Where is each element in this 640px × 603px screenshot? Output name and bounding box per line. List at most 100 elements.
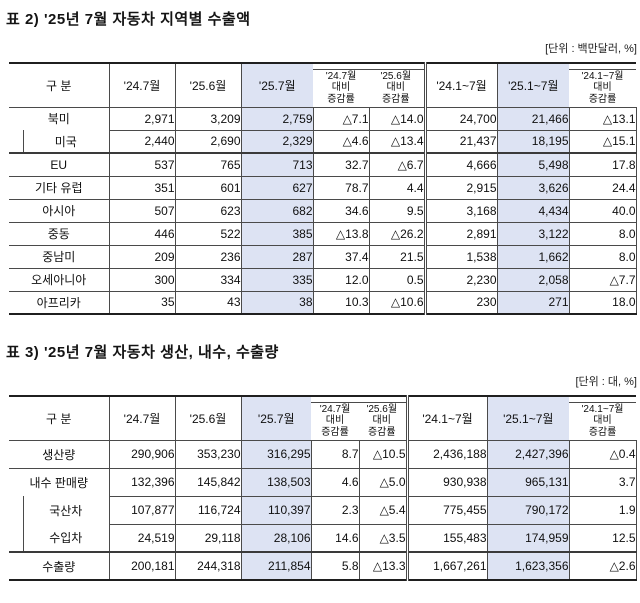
production-sales-table: 구 분 '24.7월 '25.6월 '25.7월 '24.7월 대비 증감률 '25.6월 대비… xyxy=(9,395,637,581)
data-cell: 316,295 xyxy=(240,439,311,468)
row-label: 기타 유럽 xyxy=(9,175,109,199)
data-cell: 682 xyxy=(240,198,313,222)
row-label: 미국 xyxy=(9,130,109,153)
data-cell: 29,118 xyxy=(174,523,241,552)
column-header: '25.1~7월 xyxy=(486,396,569,441)
data-cell: 9.5 xyxy=(368,198,425,222)
table3-unit-note: [단위 : 대, %] xyxy=(575,376,637,388)
data-cell: 290,906 xyxy=(108,439,175,468)
data-cell: 2,436,188 xyxy=(405,439,487,468)
data-cell: 18,195 xyxy=(496,129,569,153)
data-cell: 8.7 xyxy=(310,439,359,468)
data-cell: 351 xyxy=(108,175,175,199)
row-label: 중동 xyxy=(9,221,109,245)
header-row: 구 분 '24.7월 '25.6월 '25.7월 '24.7월 대비 증감률 '25.6월 대비… xyxy=(9,63,636,108)
data-cell: 8.0 xyxy=(568,244,637,268)
data-cell: 3,209 xyxy=(174,106,241,130)
row-label: 수출량 xyxy=(9,551,109,580)
data-cell: 334 xyxy=(174,267,241,291)
data-cell: 2,690 xyxy=(174,129,241,153)
table-row: 아시아 507 623 682 34.6 9.5 3,168 4,434 40.0 xyxy=(9,198,637,222)
data-cell: 790,172 xyxy=(486,495,569,524)
data-cell: 522 xyxy=(174,221,241,245)
data-cell: △5.4 xyxy=(358,495,407,524)
data-cell: 8.0 xyxy=(568,221,637,245)
column-header: '24.1~7월 xyxy=(423,63,497,108)
export-value-table: 구 분 '24.7월 '25.6월 '25.7월 '24.7월 대비 증감률 '25.6월 대비… xyxy=(9,62,637,315)
column-header: '25.1~7월 xyxy=(496,63,569,108)
data-cell: 1,667,261 xyxy=(405,551,487,580)
data-cell: 116,724 xyxy=(174,495,241,524)
data-cell: 2,058 xyxy=(496,267,569,291)
data-cell: △10.5 xyxy=(358,439,407,468)
data-cell: 353,230 xyxy=(174,439,241,468)
data-cell: 24,700 xyxy=(423,106,497,130)
data-cell: 775,455 xyxy=(405,495,487,524)
data-cell: 965,131 xyxy=(486,467,569,496)
data-cell: 12.5 xyxy=(568,523,637,552)
data-cell: 507 xyxy=(108,198,175,222)
data-cell: 601 xyxy=(174,175,241,199)
data-cell: 2,230 xyxy=(423,267,497,291)
data-cell: △13.4 xyxy=(368,129,425,153)
table-row: 수출량 200,181 244,318 211,854 5.8 △13.3 1,667,26… xyxy=(9,551,637,580)
data-cell: 1.9 xyxy=(568,495,637,524)
column-header: '24.1~7월 대비 증감률 xyxy=(569,396,636,441)
column-header: '25.6월 대비 증감률 xyxy=(359,396,407,441)
table-row: 오세아니아 300 334 335 12.0 0.5 2,230 2,058 △7.7 xyxy=(9,267,637,291)
column-header: '24.1~7월 대비 증감률 xyxy=(569,63,636,108)
table3-title: 표 3) '25년 7월 자동차 생산, 내수, 수출량 xyxy=(6,344,279,361)
data-cell: 209 xyxy=(108,244,175,268)
table-row: 수입차 24,519 29,118 28,106 14.6 △3.5 155,483 174,… xyxy=(9,523,637,552)
row-label: 아시아 xyxy=(9,198,109,222)
column-header-label: 구 분 xyxy=(9,63,109,108)
data-cell: 4,666 xyxy=(423,152,497,176)
data-cell: △5.0 xyxy=(358,467,407,496)
column-header: '24.7월 대비 증감률 xyxy=(311,396,359,441)
data-cell: 3,626 xyxy=(496,175,569,199)
data-cell: 2,440 xyxy=(108,129,175,153)
data-cell: 155,483 xyxy=(405,523,487,552)
data-cell: 28,106 xyxy=(240,523,311,552)
data-cell: 132,396 xyxy=(108,467,175,496)
row-label: EU xyxy=(9,152,109,176)
data-cell: 236 xyxy=(174,244,241,268)
column-header: '25.7월 xyxy=(240,396,311,441)
table2-title: 표 2) '25년 7월 자동차 지역별 수출액 xyxy=(6,11,251,28)
data-cell: 34.6 xyxy=(312,198,369,222)
table-row: 중동 446 522 385 △13.8 △26.2 2,891 3,122 8.0 xyxy=(9,221,637,245)
data-cell: 24.4 xyxy=(568,175,637,199)
data-cell: 40.0 xyxy=(568,198,637,222)
header-row: 구 분 '24.7월 '25.6월 '25.7월 '24.7월 대비 증감률 '25.6월 대비… xyxy=(9,396,636,441)
export-value-table-section: 표 2) '25년 7월 자동차 지역별 수출액 [단위 : 백만달러, %] … xyxy=(0,8,640,315)
data-cell: 300 xyxy=(108,267,175,291)
table-row: 국산차 107,877 116,724 110,397 2.3 △5.4 775,455 79… xyxy=(9,495,637,524)
data-cell: 14.6 xyxy=(310,523,359,552)
data-cell: 145,842 xyxy=(174,467,241,496)
data-cell: 1,623,356 xyxy=(486,551,569,580)
data-cell: △14.0 xyxy=(368,106,425,130)
data-cell: △0.4 xyxy=(568,439,637,468)
data-cell: 2,915 xyxy=(423,175,497,199)
table-row: 북미 2,971 3,209 2,759 △7.1 △14.0 24,700 21,466 △1… xyxy=(9,106,637,130)
row-label: 국산차 xyxy=(9,496,109,524)
data-cell: △15.1 xyxy=(568,129,637,153)
data-cell: 3,122 xyxy=(496,221,569,245)
data-cell: 18.0 xyxy=(568,290,637,314)
column-header: '25.6월 xyxy=(174,63,241,108)
data-cell: 107,877 xyxy=(108,495,175,524)
data-cell: 2,891 xyxy=(423,221,497,245)
column-header-label: 구 분 xyxy=(9,396,109,441)
data-cell: 4.6 xyxy=(310,467,359,496)
data-cell: 2,759 xyxy=(240,106,313,130)
data-cell: △10.6 xyxy=(368,290,425,314)
data-cell: △7.1 xyxy=(312,106,369,130)
row-label: 오세아니아 xyxy=(9,267,109,291)
data-cell: 446 xyxy=(108,221,175,245)
column-header: '24.7월 대비 증감률 xyxy=(313,63,369,108)
data-cell: △4.6 xyxy=(312,129,369,153)
data-cell: 32.7 xyxy=(312,152,369,176)
data-cell: 385 xyxy=(240,221,313,245)
table-row: EU 537 765 713 32.7 △6.7 4,666 5,498 17.8 xyxy=(9,152,637,176)
data-cell: △13.8 xyxy=(312,221,369,245)
